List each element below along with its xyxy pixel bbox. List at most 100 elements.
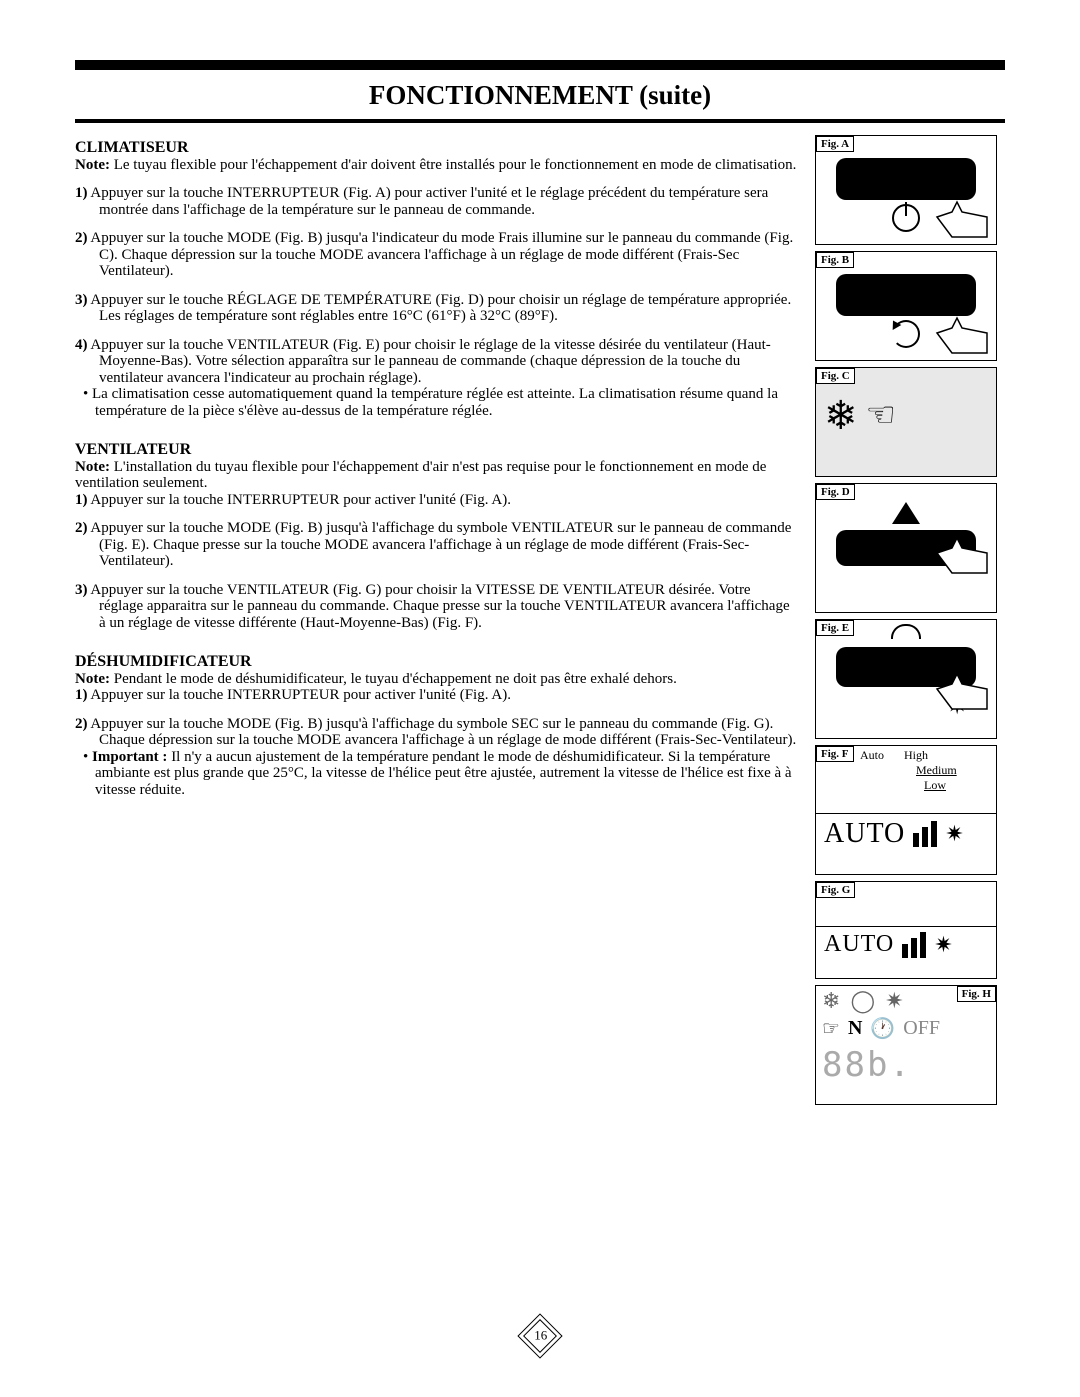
important-text: Il n'y a aucun ajustement de la températ…: [95, 749, 792, 798]
step-num: 1): [75, 185, 88, 201]
step-text: Appuyer sur la touche INTERRUPTEUR pour …: [88, 687, 511, 703]
figure-h: Fig. H ❄ ◯ ✷ ☞ N 🕐 OFF 88b.: [815, 985, 997, 1105]
fan-icon: ✷: [934, 932, 953, 958]
label-auto: Auto: [860, 748, 884, 763]
step-text: Appuyer sur la touche VENTILATEUR (Fig. …: [88, 337, 771, 386]
note-label: Note:: [75, 459, 110, 475]
figure-g: Fig. G AUTO ✷: [815, 881, 997, 979]
ventilateur-step-2: 2) Appuyer sur la touche MODE (Fig. B) j…: [75, 520, 797, 570]
label-medium: Medium: [816, 763, 996, 778]
figure-d: Fig. D: [815, 483, 997, 613]
signal-bars-icon: [902, 932, 926, 958]
on-label: N: [848, 1017, 862, 1040]
diamond-decoration: 16: [517, 1313, 562, 1358]
note-text: Le tuyau flexible pour l'échappement d'a…: [110, 157, 796, 173]
deshumid-important: • Important : Il n'y a aucun ajustement …: [75, 749, 797, 799]
step-num: 4): [75, 337, 88, 353]
climatiseur-step-3: 3) Appuyer sur le touche RÉGLAGE DE TEMP…: [75, 292, 797, 325]
note-label: Note:: [75, 157, 110, 173]
ventilateur-note: Note: L'installation du tuyau flexible p…: [75, 459, 797, 492]
ventilateur-step-3: 3) Appuyer sur la touche VENTILATEUR (Fi…: [75, 582, 797, 632]
step-text: Appuyer sur le touche RÉGLAGE DE TEMPÉRA…: [88, 292, 792, 325]
bullet-text: La climatisation cesse automatiquement q…: [88, 386, 778, 419]
clock-icon: 🕐: [870, 1016, 895, 1041]
hand-pointing-icon: [932, 308, 992, 358]
figure-label: Fig. G: [816, 882, 855, 898]
step-text: Appuyer sur la touche MODE (Fig. B) jusq…: [88, 230, 794, 279]
page-number: 16: [0, 1320, 1080, 1357]
step-num: 3): [75, 292, 88, 308]
heading-climatiseur: CLIMATISEUR: [75, 139, 797, 157]
pointing-hand-icon: ☜: [866, 399, 896, 433]
ventilateur-step-1: 1) Appuyer sur la touche INTERRUPTEUR po…: [75, 492, 797, 509]
climatiseur-bullet: • La climatisation cesse automatiquement…: [75, 386, 797, 419]
note-text: L'installation du tuyau flexible pour l'…: [75, 459, 766, 492]
step-num: 1): [75, 687, 88, 703]
step-text: Appuyer sur la touche MODE (Fig. B) jusq…: [88, 520, 792, 569]
figure-b: Fig. B: [815, 251, 997, 361]
auto-text: AUTO: [824, 818, 905, 850]
figure-label: Fig. F: [816, 746, 854, 762]
top-rule: [75, 60, 1005, 70]
climatiseur-note: Note: Le tuyau flexible pour l'échappeme…: [75, 157, 797, 174]
step-num: 2): [75, 716, 88, 732]
arc-icon: [891, 624, 921, 639]
pointing-hand-icon: ☞: [822, 1016, 840, 1041]
figure-e: Fig. E ✷: [815, 619, 997, 739]
fan-icon: ✷: [885, 988, 903, 1014]
droplet-icon: ◯: [850, 988, 875, 1014]
figure-label: Fig. D: [816, 484, 855, 500]
step-num: 2): [75, 230, 88, 246]
figure-f: Fig. F Auto High Medium Low AUTO ✷: [815, 745, 997, 875]
figure-label: Fig. B: [816, 252, 854, 268]
triangle-up-icon: [892, 502, 920, 524]
cycle-icon: [892, 320, 920, 348]
figure-c: Fig. C ❄ ☜: [815, 367, 997, 477]
power-icon: [892, 204, 920, 232]
label-high: High: [904, 748, 928, 763]
snowflake-icon: ❄: [822, 988, 840, 1014]
content-columns: CLIMATISEUR Note: Le tuyau flexible pour…: [75, 135, 1005, 1111]
deshumid-note: Note: Pendant le mode de déshumidificate…: [75, 671, 797, 688]
hand-pointing-icon: [932, 528, 992, 578]
note-label: Note:: [75, 671, 110, 687]
climatiseur-step-1: 1) Appuyer sur la touche INTERRUPTEUR (F…: [75, 185, 797, 218]
figure-label: Fig. A: [816, 136, 854, 152]
snowflake-icon: ❄: [824, 396, 858, 436]
climatiseur-step-2: 2) Appuyer sur la touche MODE (Fig. B) j…: [75, 230, 797, 280]
page-number-text: 16: [530, 1325, 552, 1345]
step-text: Appuyer sur la touche INTERRUPTEUR (Fig.…: [88, 185, 769, 218]
fan-icon: ✷: [945, 821, 964, 847]
heading-ventilateur: VENTILATEUR: [75, 441, 797, 459]
step-num: 3): [75, 582, 88, 598]
off-label: OFF: [903, 1017, 940, 1040]
text-column: CLIMATISEUR Note: Le tuyau flexible pour…: [75, 135, 797, 1111]
figure-a: Fig. A: [815, 135, 997, 245]
climatiseur-step-4: 4) Appuyer sur la touche VENTILATEUR (Fi…: [75, 337, 797, 387]
step-text: Appuyer sur la touche INTERRUPTEUR pour …: [88, 492, 511, 508]
manual-page: FONCTIONNEMENT (suite) CLIMATISEUR Note:…: [0, 0, 1080, 1397]
signal-bars-icon: [913, 821, 937, 847]
note-text: Pendant le mode de déshumidificateur, le…: [110, 671, 677, 687]
auto-display: AUTO ✷: [816, 927, 996, 962]
heading-deshumid: DÉSHUMIDIFICATEUR: [75, 653, 797, 671]
deshumid-step-1: 1) Appuyer sur la touche INTERRUPTEUR po…: [75, 687, 797, 704]
hand-pointing-icon: [932, 192, 992, 242]
seven-segment-display: 88b.: [816, 1045, 996, 1089]
fig-h-on-off-row: ☞ N 🕐 OFF: [816, 1016, 996, 1045]
figure-label: Fig. E: [816, 620, 854, 636]
auto-display: AUTO ✷: [816, 813, 996, 854]
step-num: 2): [75, 520, 88, 536]
step-text: Appuyer sur la touche VENTILATEUR (Fig. …: [88, 582, 790, 631]
deshumid-step-2: 2) Appuyer sur la touche MODE (Fig. B) j…: [75, 716, 797, 749]
figure-column: Fig. A Fig. B Fig. C ❄: [815, 135, 1005, 1111]
figure-label: Fig. C: [816, 368, 855, 384]
auto-text: AUTO: [824, 931, 894, 958]
step-text: Appuyer sur la touche MODE (Fig. B) jusq…: [88, 716, 797, 749]
page-title: FONCTIONNEMENT (suite): [75, 70, 1005, 119]
step-num: 1): [75, 492, 88, 508]
important-label: Important :: [92, 749, 167, 765]
figure-label: Fig. H: [957, 986, 996, 1002]
label-low: Low: [816, 778, 996, 793]
hand-pointing-icon: [932, 664, 992, 714]
